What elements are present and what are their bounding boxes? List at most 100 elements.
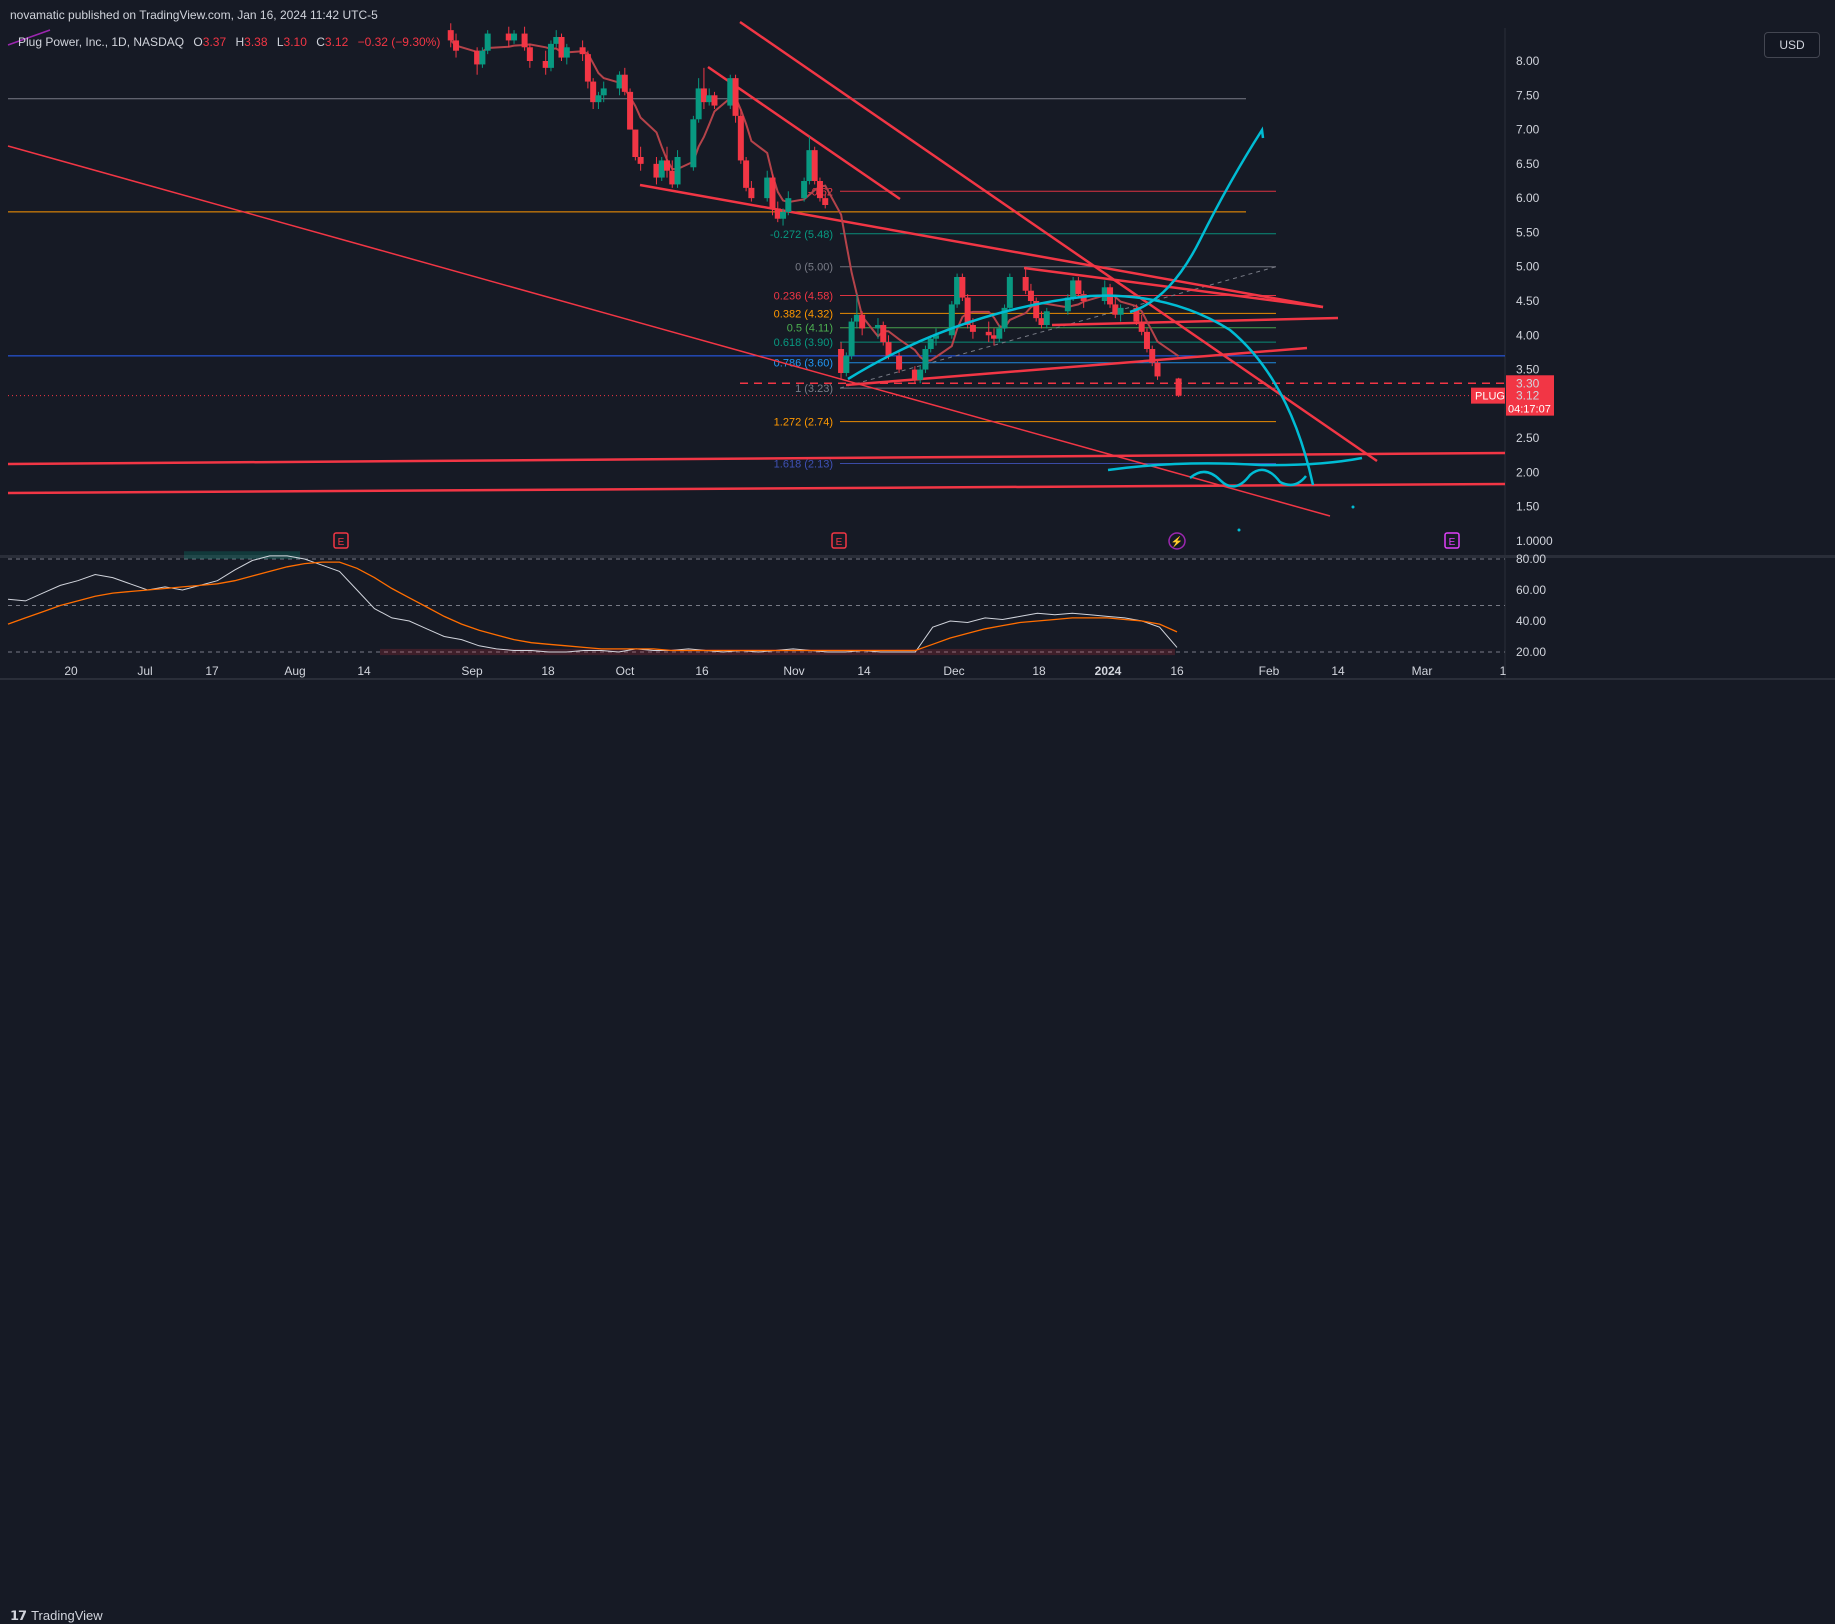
high-value: 3.38 <box>244 35 268 49</box>
candles <box>447 23 1182 397</box>
price-chart[interactable]: -0.62-0.272 (5.48)0 (5.00)0.236 (4.58)0.… <box>0 0 1835 800</box>
time-tick-label: Nov <box>783 664 804 678</box>
candle <box>621 67 628 96</box>
candle-body <box>874 325 881 329</box>
symbol-name: Plug Power, Inc., 1D, NASDAQ <box>18 35 185 49</box>
candle <box>896 352 903 373</box>
candle-body <box>896 355 903 370</box>
candle-body <box>1075 280 1082 295</box>
candle <box>1001 304 1008 332</box>
tradingview-brand[interactable]: 𝟭𝟳 TradingView <box>10 1608 103 1624</box>
cyan-dot <box>1351 505 1355 509</box>
fib-level-label: 0 (5.00) <box>795 262 833 274</box>
price-tick-label: 5.00 <box>1516 260 1540 274</box>
time-axis[interactable]: 20 Jul 17 Aug 14 Sep 18 Oct 16 Nov 14 Dec 18 2024 16 Fe… <box>64 664 1506 678</box>
candle <box>859 311 866 336</box>
candle <box>1154 359 1161 380</box>
candle-body <box>700 88 707 103</box>
candle <box>1033 297 1040 322</box>
candle <box>843 352 850 377</box>
candle-body <box>737 115 744 161</box>
candle-body <box>1033 301 1040 319</box>
last-price-badge <box>1506 387 1554 416</box>
candle-body <box>964 297 971 325</box>
countdown-text: 04:17:07 <box>1508 404 1551 416</box>
time-tick-label: 18 <box>1032 664 1046 678</box>
candle-body <box>1149 349 1156 363</box>
candle-body <box>948 304 955 336</box>
time-tick-label: 17 <box>205 664 219 678</box>
candle-body <box>1101 287 1108 301</box>
candle-body <box>579 47 586 55</box>
earnings-marker: ⚡ <box>1168 532 1186 550</box>
candle <box>595 91 602 109</box>
trendlines[interactable] <box>7 20 1506 517</box>
rsi-tick-label: 60.00 <box>1516 583 1546 597</box>
candle-body <box>954 277 961 305</box>
cyan-rising-curve <box>1129 126 1265 314</box>
candle <box>1080 290 1087 308</box>
ticker-badge-text: PLUG <box>1475 391 1505 403</box>
symbol-legend: Plug Power, Inc., 1D, NASDAQ O3.37 H3.38… <box>18 35 440 49</box>
candle-body <box>474 50 481 65</box>
candle-body <box>637 157 644 164</box>
candle-body <box>848 321 855 356</box>
trendline <box>7 29 51 46</box>
candle-body <box>785 198 792 212</box>
event-marker-label: E <box>836 537 843 548</box>
price-axis[interactable]: 8.00 7.50 7.00 6.50 6.00 5.50 5.00 4.50 4.00 3.50… <box>1516 54 1553 659</box>
candle <box>664 146 670 178</box>
event-marker-label: E <box>338 537 345 548</box>
fib-trend-line <box>839 266 1277 389</box>
time-tick-label: Sep <box>461 664 483 678</box>
candle-body <box>621 74 628 92</box>
cyan-arc <box>847 294 1315 486</box>
candle <box>1143 328 1150 353</box>
cyan-curves[interactable] <box>847 126 1363 532</box>
candle <box>637 146 644 171</box>
fib-level-label: 1 (3.23) <box>795 383 833 395</box>
time-tick-label: 16 <box>1170 664 1184 678</box>
candle-body <box>1043 311 1050 325</box>
price-tick-label: 4.50 <box>1516 294 1540 308</box>
earnings-marker: E <box>1444 532 1460 549</box>
candle <box>632 129 639 161</box>
candle-body <box>922 349 929 370</box>
candle <box>669 160 676 188</box>
candle <box>1075 277 1082 298</box>
fib-retracement[interactable]: -0.62-0.272 (5.48)0 (5.00)0.236 (4.58)0.… <box>770 186 1277 471</box>
event-markers[interactable]: E E ⚡ E <box>333 532 1460 550</box>
candle <box>479 47 486 68</box>
footer-bar: 𝟭𝟳 TradingView <box>0 800 1835 1623</box>
candle <box>948 301 955 339</box>
fib-level-label: 0.786 (3.60) <box>774 358 833 370</box>
price-tick-label: 6.50 <box>1516 157 1540 171</box>
currency-button[interactable]: USD <box>1764 32 1820 58</box>
candle <box>1101 280 1108 305</box>
candle-body <box>816 181 823 199</box>
candle-body <box>1112 304 1119 315</box>
candle-body <box>727 78 734 106</box>
rsi-pane <box>7 551 1505 656</box>
candle-body <box>743 160 750 188</box>
event-marker-label: ⚡ <box>1171 535 1183 548</box>
candle <box>658 157 665 181</box>
price-tick-label: 1.50 <box>1516 500 1540 514</box>
price-tick-label: 3.50 <box>1516 363 1540 377</box>
candle-body <box>658 160 665 178</box>
candle-body <box>711 95 718 106</box>
candle <box>1133 304 1140 325</box>
time-tick-label: 14 <box>857 664 871 678</box>
fib-level-label: 0.618 (3.90) <box>774 337 833 349</box>
fib-level-label: -0.272 (5.48) <box>770 229 833 241</box>
trendline <box>1051 316 1339 327</box>
candle <box>653 157 660 185</box>
fib-level-label: 0.236 (4.58) <box>774 291 833 303</box>
candle-body <box>584 54 591 82</box>
candle-body <box>806 150 813 181</box>
close-label: C <box>316 35 325 49</box>
candle <box>700 67 707 109</box>
trendline <box>639 183 1324 309</box>
candle <box>748 181 755 202</box>
earnings-icon <box>1444 532 1460 549</box>
